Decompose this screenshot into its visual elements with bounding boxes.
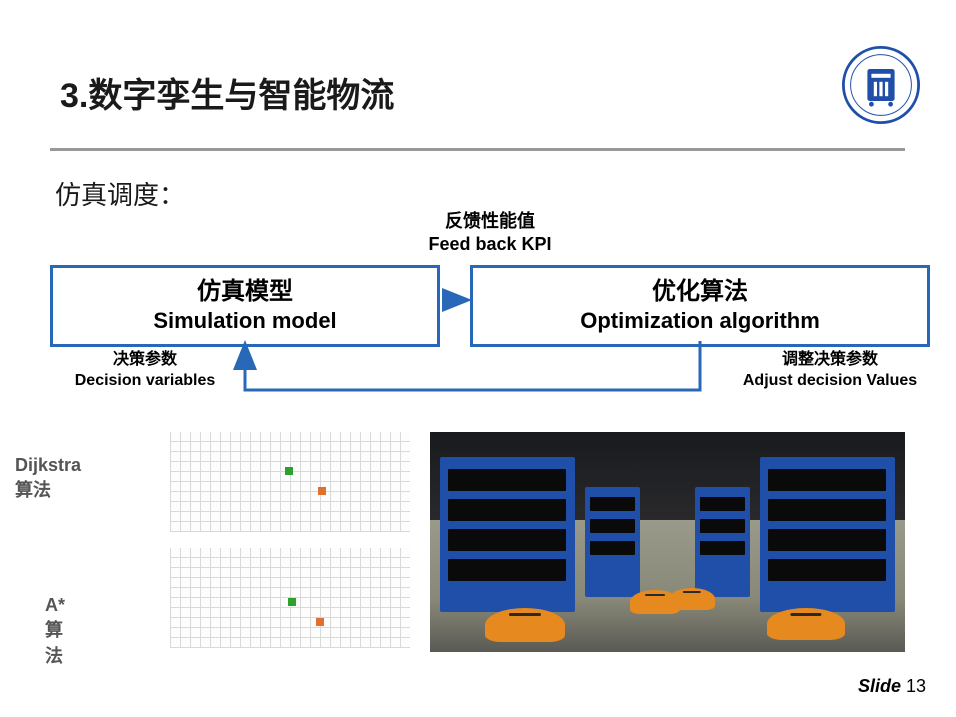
node-opt-cn: 优化算法 bbox=[483, 276, 917, 307]
node-optimization: 优化算法 Optimization algorithm bbox=[470, 265, 930, 347]
warehouse-image bbox=[430, 432, 905, 652]
slide-title: 3.数字孪生与智能物流 bbox=[60, 68, 394, 117]
flow-diagram: 反馈性能值 Feed back KPI 仿真模型 Simulation mode… bbox=[30, 210, 930, 410]
node-sim-en: Simulation model bbox=[63, 307, 427, 336]
subtitle: 仿真调度： bbox=[55, 175, 185, 212]
university-logo bbox=[841, 45, 921, 125]
slide-footer: Slide 13 bbox=[858, 676, 926, 697]
footer-number: 13 bbox=[906, 676, 926, 696]
node-simulation: 仿真模型 Simulation model bbox=[50, 265, 440, 347]
dot-goal-1 bbox=[318, 487, 326, 495]
divider-line bbox=[50, 148, 905, 151]
dv-cn: 决策参数 bbox=[113, 351, 177, 368]
shelf-mid-l bbox=[585, 487, 640, 597]
feedback-en: Feed back KPI bbox=[428, 234, 551, 254]
grid-dijkstra bbox=[170, 432, 410, 532]
adjust-label: 调整决策参数 Adjust decision Values bbox=[710, 350, 950, 392]
feedback-label: 反馈性能值 Feed back KPI bbox=[360, 210, 620, 257]
decision-vars-label: 决策参数 Decision variables bbox=[40, 350, 250, 392]
robot-3 bbox=[767, 608, 845, 640]
dv-en: Decision variables bbox=[75, 372, 216, 389]
adj-cn: 调整决策参数 bbox=[782, 351, 878, 368]
feedback-cn: 反馈性能值 bbox=[445, 211, 535, 231]
robot-1 bbox=[485, 608, 565, 642]
dot-goal-2 bbox=[316, 618, 324, 626]
node-opt-en: Optimization algorithm bbox=[483, 307, 917, 336]
dot-start-2 bbox=[288, 598, 296, 606]
grid-astar bbox=[170, 548, 410, 648]
adj-en: Adjust decision Values bbox=[743, 372, 917, 389]
footer-label: Slide bbox=[858, 676, 901, 696]
shelf-mid-r bbox=[695, 487, 750, 597]
label-astar: A*算法 bbox=[45, 595, 65, 668]
robot-4 bbox=[669, 588, 715, 610]
dot-start-1 bbox=[285, 467, 293, 475]
label-dijkstra: Dijkstra算法 bbox=[15, 455, 81, 502]
shelf-right bbox=[760, 457, 895, 612]
node-sim-cn: 仿真模型 bbox=[63, 276, 427, 307]
shelf-left bbox=[440, 457, 575, 612]
grid-visualisations bbox=[170, 432, 410, 652]
